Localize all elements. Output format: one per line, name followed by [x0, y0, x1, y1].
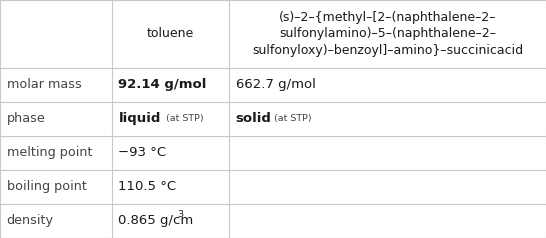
Text: (at STP): (at STP) [163, 114, 204, 123]
Text: liquid: liquid [118, 112, 161, 125]
Text: (at STP): (at STP) [271, 114, 312, 123]
Text: melting point: melting point [7, 146, 92, 159]
Text: −93 °C: −93 °C [118, 146, 167, 159]
Text: 110.5 °C: 110.5 °C [118, 180, 176, 193]
Text: phase: phase [7, 112, 45, 125]
Text: boiling point: boiling point [7, 180, 86, 193]
Text: density: density [7, 214, 54, 228]
Text: toluene: toluene [147, 27, 194, 40]
Text: solid: solid [236, 112, 272, 125]
Text: (s)–2–{methyl–[2–(naphthalene–2–
sulfonylamino)–5–(naphthalene–2–
sulfonyloxy)–b: (s)–2–{methyl–[2–(naphthalene–2– sulfony… [252, 11, 523, 57]
Text: 92.14 g/mol: 92.14 g/mol [118, 78, 207, 91]
Text: molar mass: molar mass [7, 78, 81, 91]
Text: 662.7 g/mol: 662.7 g/mol [236, 78, 316, 91]
Text: 3: 3 [177, 210, 183, 219]
Text: 0.865 g/cm: 0.865 g/cm [118, 214, 194, 228]
